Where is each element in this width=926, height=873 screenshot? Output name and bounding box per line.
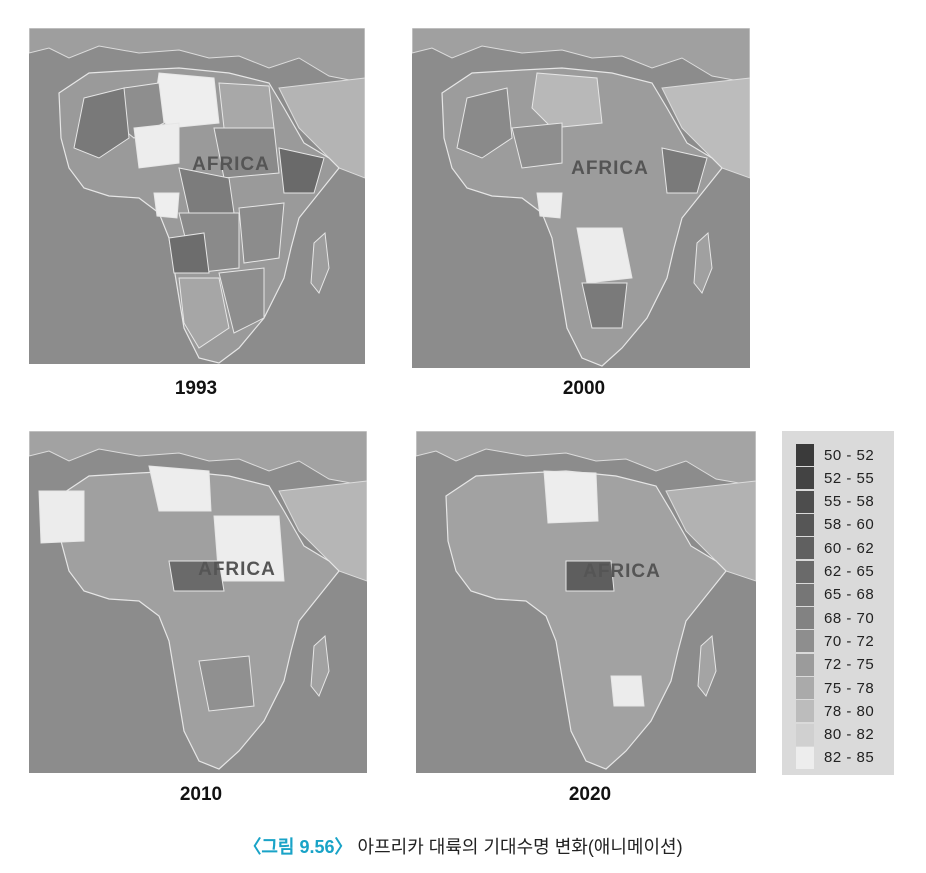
year-label-2010: 2010: [179, 784, 223, 805]
africa-continent: [441, 67, 723, 367]
legend-swatch: [796, 723, 814, 746]
map-label: AFRICA: [192, 154, 270, 175]
legend-range-label: 68 - 70: [824, 609, 875, 627]
legend-item: 50 - 52: [796, 444, 874, 466]
africa-map-2000: AFRICA: [412, 28, 750, 368]
legend-range-label: 52 - 55: [824, 469, 875, 487]
zambia-region: [576, 227, 633, 284]
figure-caption: 〈그림 9.56〉 아프리카 대륙의 기대수명 변화(애니메이션): [0, 833, 926, 859]
zimbabwe-region: [610, 675, 645, 707]
legend-range-label: 65 - 68: [824, 586, 875, 604]
legend-swatch: [796, 490, 814, 513]
africa-map-1993: AFRICA: [29, 28, 365, 364]
mauritania-region: [38, 490, 85, 544]
legend-range-label: 60 - 62: [824, 539, 875, 557]
legend-range-label: 72 - 75: [824, 656, 875, 674]
year-label-1993: 1993: [174, 378, 218, 399]
africa-map-2020: AFRICA: [416, 431, 756, 773]
legend-range-label: 78 - 80: [824, 702, 875, 720]
map-panel-1993: AFRICA: [29, 28, 365, 364]
map-label: AFRICA: [198, 559, 276, 580]
legend-item: 78 - 80: [796, 700, 875, 723]
legend-swatch: [796, 630, 814, 653]
legend-swatch: [796, 677, 814, 699]
legend-item: 65 - 68: [796, 583, 875, 606]
caption-text: 아프리카 대륙의 기대수명 변화(애니메이션): [352, 837, 683, 857]
legend-swatch: [796, 513, 814, 536]
africa-map-2010: AFRICA: [29, 431, 367, 773]
legend-range-label: 50 - 52: [824, 446, 875, 464]
southern-africa-region: [581, 282, 628, 329]
legend-item: 72 - 75: [796, 653, 875, 676]
legend: 50 - 52 52 - 55 55 - 58 58 - 60 60 - 62 62 - …: [782, 431, 894, 775]
africa-continent: [445, 470, 727, 770]
legend-item: 52 - 55: [796, 467, 875, 490]
legend-item: 62 - 65: [796, 560, 875, 583]
zambia-region: [198, 655, 255, 712]
legend-range-label: 70 - 72: [824, 632, 875, 650]
legend-range-label: 58 - 60: [824, 516, 875, 534]
ethiopia-region: [661, 147, 708, 194]
map-panel-2020: AFRICA: [416, 431, 756, 773]
central-africa-region: [168, 560, 225, 592]
niger-region: [133, 122, 180, 169]
legend-item: 75 - 78: [796, 677, 874, 699]
legend-item: 60 - 62: [796, 537, 875, 560]
legend-swatch: [796, 537, 814, 560]
legend-range-label: 75 - 78: [824, 679, 875, 697]
madagascar: [310, 231, 330, 294]
legend-range-label: 80 - 82: [824, 726, 875, 744]
legend-swatch: [796, 653, 814, 676]
mali-region: [73, 87, 130, 159]
legend-swatch: [796, 583, 814, 606]
legend-item: 68 - 70: [796, 607, 875, 630]
legend-range-label: 62 - 65: [824, 563, 875, 580]
gabon-region: [536, 192, 563, 219]
gabon-region: [153, 192, 180, 219]
map-label: AFRICA: [571, 158, 649, 179]
legend-swatch: [796, 746, 814, 769]
angola-region: [168, 232, 210, 274]
madagascar: [310, 634, 330, 697]
mali-region: [456, 87, 513, 159]
legend-item: 82 - 85: [796, 746, 875, 769]
libya-region: [148, 465, 212, 512]
east-africa-region: [238, 202, 285, 264]
ethiopia-region: [278, 147, 325, 194]
legend-swatch: [796, 467, 814, 490]
map-panel-2010: AFRICA: [29, 431, 367, 773]
mozambique-region: [218, 267, 265, 334]
legend-item: 70 - 72: [796, 630, 875, 653]
legend-swatch: [796, 560, 814, 583]
legend-range-label: 55 - 58: [824, 493, 875, 511]
map-panel-2000: AFRICA: [412, 28, 750, 368]
madagascar: [697, 634, 717, 697]
egypt-region: [218, 82, 275, 129]
figure-number: 〈그림 9.56〉: [243, 837, 353, 857]
madagascar: [693, 231, 713, 294]
central-africa-region: [565, 560, 615, 592]
sudan-region: [213, 515, 285, 582]
legend-swatch: [796, 607, 814, 630]
libya-region: [543, 470, 599, 524]
southern-africa-region: [178, 277, 230, 349]
legend-item: 55 - 58: [796, 490, 875, 513]
legend-range-label: 82 - 85: [824, 749, 875, 767]
year-label-2000: 2000: [562, 378, 606, 399]
libya-region: [531, 72, 603, 129]
legend-item: 58 - 60: [796, 513, 875, 536]
year-label-2020: 2020: [568, 784, 612, 805]
legend-item: 80 - 82: [796, 723, 875, 746]
sudan-region: [213, 127, 280, 179]
legend-swatch: [796, 700, 814, 723]
map-label: AFRICA: [583, 561, 661, 582]
niger-region: [511, 122, 563, 169]
legend-swatch: [796, 444, 814, 466]
